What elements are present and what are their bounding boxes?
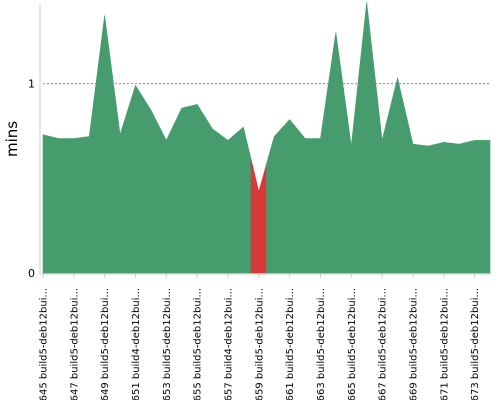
- x-tick-label[interactable]: #663 build5-deb12bui...: [316, 288, 327, 400]
- x-tick-label[interactable]: #653 build5-deb12bui...: [162, 288, 173, 400]
- area-segment-653[interactable]: [158, 124, 175, 274]
- area-segment-674[interactable]: [481, 140, 491, 274]
- x-tick-label[interactable]: #661 build5-deb12bui...: [285, 288, 296, 400]
- x-tick-label[interactable]: #659 build5-deb12bui...: [254, 288, 265, 400]
- y-axis-title: mins: [3, 121, 21, 157]
- y-ticks: 01: [28, 78, 35, 280]
- area-segment-656[interactable]: [204, 115, 221, 274]
- x-tick-label[interactable]: #651 build4-deb12bui...: [131, 288, 142, 400]
- area-segment-663[interactable]: [312, 85, 329, 274]
- x-tick-label[interactable]: #669 build5-deb12bui...: [408, 288, 419, 400]
- area-segment-657[interactable]: [219, 133, 236, 274]
- area-series: [42, 2, 491, 274]
- area-segment-646[interactable]: [50, 136, 67, 274]
- area-segment-655[interactable]: [189, 104, 206, 274]
- x-ticks: #645 build5-deb12bui... #647 build5-deb12…: [39, 274, 481, 400]
- x-tick-label[interactable]: #665 build5-deb12bui...: [347, 288, 358, 400]
- x-tick-label[interactable]: #655 build5-deb12bui...: [193, 288, 204, 400]
- x-tick-label[interactable]: #647 build5-deb12bui...: [69, 288, 80, 400]
- area-segment-647[interactable]: [65, 137, 82, 274]
- area-segment-658[interactable]: [235, 126, 252, 274]
- area-segment-651[interactable]: [127, 84, 144, 274]
- area-segment-661[interactable]: [281, 119, 298, 274]
- area-segment-665[interactable]: [343, 74, 360, 274]
- x-tick-label[interactable]: #645 build5-deb12bui...: [39, 288, 50, 400]
- area-segment-659[interactable]: [250, 159, 267, 274]
- area-segment-648[interactable]: [81, 75, 98, 274]
- area-segment-649[interactable]: [96, 15, 113, 274]
- area-segment-654[interactable]: [173, 105, 190, 274]
- y-tick-label-0: 0: [28, 267, 35, 280]
- area-segment-664[interactable]: [327, 32, 344, 274]
- x-tick-label[interactable]: #673 build5-deb12bui...: [470, 288, 481, 400]
- area-segment-670[interactable]: [420, 143, 437, 274]
- area-segment-652[interactable]: [142, 96, 159, 274]
- area-segment-645[interactable]: [42, 134, 52, 274]
- area-segment-666[interactable]: [358, 2, 375, 274]
- area-segment-662[interactable]: [297, 128, 314, 274]
- area-segment-667[interactable]: [374, 71, 391, 274]
- area-segment-671[interactable]: [435, 141, 452, 274]
- x-tick-label[interactable]: #657 build4-deb12bui...: [223, 288, 234, 400]
- x-tick-label[interactable]: #667 build5-deb12bui...: [378, 288, 389, 400]
- y-tick-label-1: 1: [28, 78, 35, 91]
- area-segment-660[interactable]: [266, 127, 283, 274]
- area-segment-672[interactable]: [451, 141, 468, 274]
- x-tick-label[interactable]: #671 build5-deb12bui...: [439, 288, 450, 400]
- area-segment-669[interactable]: [404, 110, 421, 274]
- x-tick-label[interactable]: #649 build5-deb12bui...: [100, 288, 111, 400]
- area-segment-650[interactable]: [112, 75, 129, 274]
- area-segment-673[interactable]: [466, 140, 483, 274]
- area-segment-668[interactable]: [389, 77, 406, 274]
